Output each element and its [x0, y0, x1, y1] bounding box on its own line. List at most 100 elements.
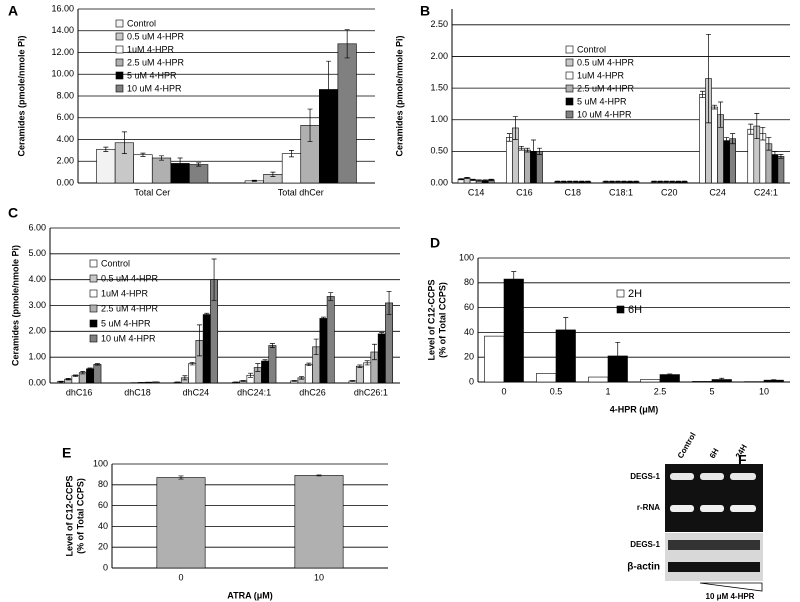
x-tick-label: C24:1 [754, 187, 778, 197]
legend-swatch [565, 110, 574, 119]
row-label: β-actin [627, 562, 660, 573]
bar [326, 296, 335, 384]
legend-label: 10 uM 4-HPR [127, 83, 182, 93]
error-bar [350, 380, 356, 382]
legend-label: 5 uM 4-HPR [101, 318, 151, 328]
legend-label: 1uM 4-HPR [101, 288, 149, 298]
y-tick-label: 0 [103, 562, 108, 572]
panel-letter: A [8, 3, 18, 19]
bar [93, 364, 102, 384]
error-bar [573, 180, 579, 183]
y-tick-label: 10.00 [51, 69, 74, 79]
y-axis-label: Level of C12-CCPS [426, 279, 436, 360]
y-tick-label: 12.00 [51, 47, 74, 57]
error-bar [94, 363, 100, 366]
error-bar [464, 176, 470, 179]
bar [261, 360, 270, 384]
y-tick-label: 0.00 [430, 177, 448, 187]
y-tick-label: 40 [98, 521, 108, 531]
error-bar [178, 475, 184, 480]
bar [304, 364, 313, 384]
bar [518, 147, 525, 184]
error-bar [328, 292, 334, 301]
lane-label: 24H [734, 443, 749, 460]
legend-swatch [89, 334, 98, 343]
error-bar [470, 178, 476, 181]
error-bar [511, 271, 517, 287]
legend-label: Control [101, 258, 130, 268]
error-bar [65, 378, 71, 381]
row-label: DEGS-1 [630, 540, 660, 549]
bar [588, 376, 609, 383]
bar [747, 128, 755, 184]
error-bar [182, 375, 188, 381]
panel-letter: E [62, 445, 71, 461]
bar [294, 475, 344, 569]
error-bar [778, 154, 784, 159]
x-tick-label: 10 [759, 386, 769, 396]
error-bar [458, 178, 464, 181]
chart-panel: A 0.00 2.00 4.00 6.00 8.00 10.00 12.00 14.00 16.0… [8, 3, 375, 197]
x-tick-label: 10 [314, 572, 324, 582]
x-tick-label: dhC18 [124, 387, 151, 397]
legend-swatch [89, 274, 98, 283]
y-tick-label: 2.50 [430, 19, 448, 29]
legend-swatch [565, 58, 574, 67]
y-tick-label: 80 [98, 479, 108, 489]
legend-label: 6H [628, 304, 642, 316]
x-tick-label: 0.5 [550, 386, 563, 396]
bar [777, 156, 785, 184]
band [700, 505, 724, 512]
legend-swatch [115, 19, 124, 28]
treatment-label: 10 μM 4-HPR [706, 592, 755, 601]
legend-swatch [115, 58, 124, 67]
legend-swatch [565, 97, 574, 106]
error-bar [262, 359, 268, 363]
error-bar [288, 150, 294, 158]
y-tick-label: 20 [98, 542, 108, 552]
error-bar [175, 381, 181, 383]
bar [363, 362, 372, 384]
y-tick-label: 4.00 [28, 274, 46, 284]
error-bar [555, 180, 561, 183]
legend-label: 10 uM 4-HPR [577, 109, 632, 119]
error-bar [615, 180, 621, 183]
band [730, 505, 756, 512]
error-bar [189, 361, 195, 366]
x-tick-label: dhC26 [299, 387, 326, 397]
band [670, 473, 694, 480]
x-tick-label: C24 [709, 187, 726, 197]
error-bar [506, 133, 512, 142]
error-bar [313, 338, 319, 355]
y-axis-label: Ceramides (pmole/nmole Pi) [10, 245, 20, 366]
x-tick-label: Total dhCer [278, 187, 324, 197]
bar [319, 318, 328, 384]
y-tick-label: 2.00 [430, 51, 448, 61]
error-bar [488, 178, 494, 181]
error-bar [248, 372, 254, 378]
y-axis-label: Ceramides (pmole/nmole Pi) [16, 35, 26, 156]
legend-label: 0.5 uM 4-HPR [577, 57, 635, 67]
y-tick-label: 1.00 [28, 352, 46, 362]
error-bar [320, 316, 326, 321]
legend-label: 1uM 4-HPR [577, 70, 625, 80]
error-bar [760, 126, 766, 141]
legend-label: 2.5 uM 4-HPR [577, 83, 635, 93]
error-bar [719, 377, 725, 382]
y-tick-label: 60 [98, 500, 108, 510]
x-tick-label: 1 [605, 386, 610, 396]
legend-swatch [616, 305, 625, 314]
error-bar [718, 101, 724, 128]
x-tick-label: C14 [468, 187, 485, 197]
error-bar [724, 137, 730, 145]
error-bar [251, 179, 257, 182]
y-axis-label: Level of C12-CCPS [64, 475, 74, 556]
error-bar [651, 180, 657, 183]
x-tick-label: C18:1 [609, 187, 633, 197]
y-tick-label: 3.00 [28, 300, 46, 310]
y-tick-label: 8.00 [56, 90, 74, 100]
y-tick-label: 6.00 [56, 112, 74, 122]
error-bar [518, 145, 524, 151]
y-tick-label: 0 [469, 376, 474, 386]
error-bar [299, 376, 305, 380]
